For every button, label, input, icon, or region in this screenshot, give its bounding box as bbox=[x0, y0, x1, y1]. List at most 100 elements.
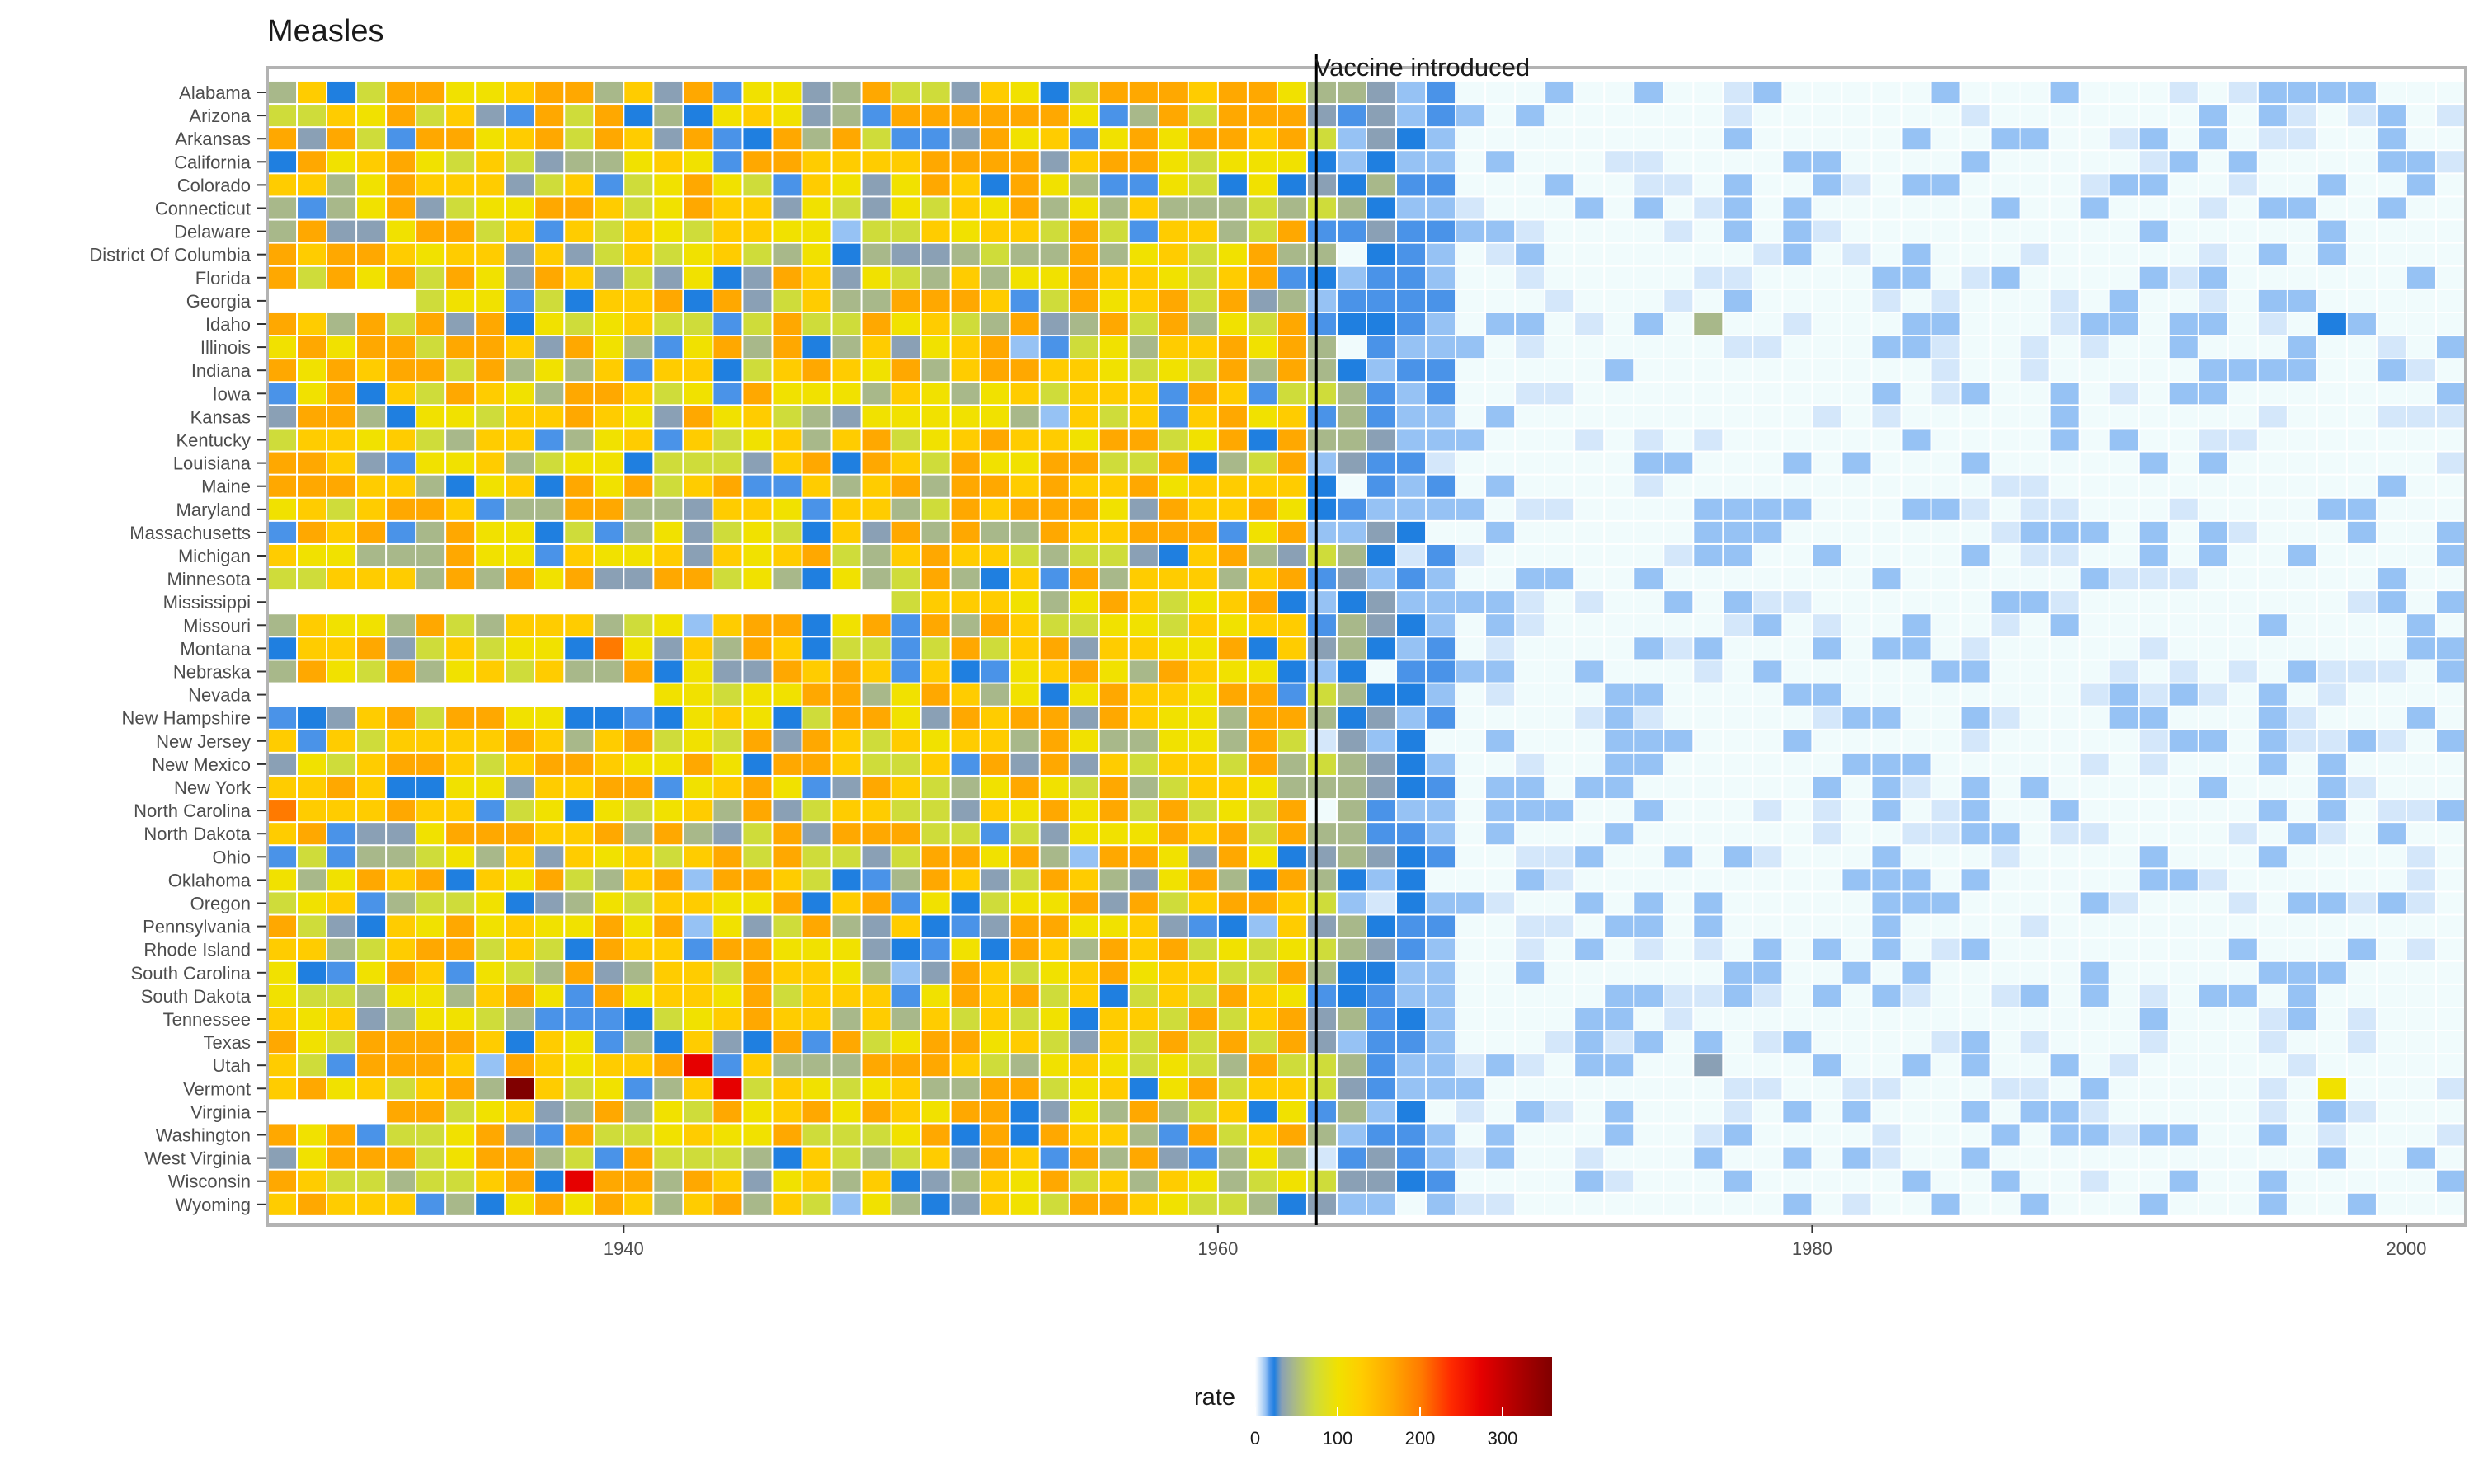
heatmap-cell bbox=[2020, 243, 2049, 265]
heatmap-cell bbox=[654, 660, 683, 683]
heatmap-cell bbox=[1902, 336, 1931, 359]
heatmap-cell bbox=[2258, 266, 2287, 289]
heatmap-cell bbox=[1010, 312, 1039, 336]
heatmap-cell bbox=[2050, 521, 2079, 543]
heatmap-cell bbox=[1248, 984, 1277, 1007]
heatmap-cell bbox=[862, 383, 891, 405]
heatmap-cell bbox=[1456, 1054, 1485, 1077]
heatmap-cell bbox=[1040, 128, 1069, 150]
heatmap-cell bbox=[1337, 1007, 1366, 1031]
heatmap-cell bbox=[1545, 800, 1574, 822]
heatmap-cell bbox=[773, 128, 802, 150]
heatmap-cell bbox=[2258, 961, 2287, 984]
heatmap-cell bbox=[1099, 429, 1128, 451]
heatmap-cell bbox=[1456, 1170, 1485, 1192]
heatmap-cell bbox=[565, 1054, 594, 1077]
heatmap-cell bbox=[1605, 846, 1634, 868]
heatmap-cell bbox=[535, 383, 564, 405]
heatmap-cell bbox=[832, 1124, 861, 1146]
heatmap-cell bbox=[1753, 243, 1782, 265]
heatmap-cell bbox=[1516, 289, 1545, 312]
heatmap-cell bbox=[684, 243, 713, 265]
heatmap-cell bbox=[1218, 1124, 1247, 1146]
heatmap-cell bbox=[2109, 591, 2138, 613]
heatmap-cell bbox=[1545, 938, 1574, 960]
heatmap-cell bbox=[951, 289, 980, 312]
heatmap-cell bbox=[1129, 660, 1158, 683]
heatmap-cell bbox=[1010, 81, 1039, 104]
heatmap-cell bbox=[268, 1007, 297, 1031]
heatmap-cell bbox=[2288, 637, 2316, 660]
heatmap-cell bbox=[713, 1054, 742, 1077]
heatmap-cell bbox=[1040, 81, 1069, 104]
heatmap-cell bbox=[1307, 961, 1336, 984]
state-label: Alabama bbox=[179, 82, 252, 103]
heatmap-cell bbox=[506, 151, 534, 173]
heatmap-cell bbox=[1575, 406, 1604, 428]
heatmap-cell bbox=[1099, 753, 1128, 775]
heatmap-cell bbox=[1872, 1031, 1901, 1054]
heatmap-cell bbox=[1842, 312, 1871, 336]
heatmap-cell bbox=[2080, 220, 2109, 242]
heatmap-cell bbox=[832, 1031, 861, 1054]
heatmap-cell bbox=[1337, 1193, 1366, 1215]
heatmap-cell bbox=[2347, 984, 2376, 1007]
heatmap-cell bbox=[1664, 475, 1693, 497]
heatmap-cell bbox=[981, 105, 1009, 127]
heatmap-cell bbox=[1931, 359, 1960, 382]
state-label: Nevada bbox=[188, 685, 252, 706]
heatmap-cell bbox=[1367, 869, 1396, 891]
heatmap-cell bbox=[2258, 1193, 2287, 1215]
heatmap-cell bbox=[2139, 128, 2168, 150]
heatmap-cell bbox=[2199, 892, 2227, 914]
heatmap-cell bbox=[387, 197, 416, 219]
heatmap-cell bbox=[2080, 637, 2109, 660]
heatmap-cell bbox=[1991, 961, 2020, 984]
heatmap-cell bbox=[654, 452, 683, 474]
heatmap-cell bbox=[2317, 289, 2346, 312]
heatmap-cell bbox=[268, 568, 297, 590]
heatmap-cell bbox=[802, 197, 831, 219]
heatmap-cell bbox=[1753, 197, 1782, 219]
heatmap-cell bbox=[1218, 1170, 1247, 1192]
heatmap-cell bbox=[1070, 568, 1098, 590]
heatmap-cell bbox=[1277, 637, 1306, 660]
heatmap-cell bbox=[1159, 220, 1188, 242]
heatmap-cell bbox=[268, 1193, 297, 1215]
heatmap-cell bbox=[891, 846, 920, 868]
heatmap-cell bbox=[1486, 938, 1515, 960]
heatmap-cell bbox=[1367, 243, 1396, 265]
heatmap-cell bbox=[1575, 846, 1604, 868]
heatmap-cell bbox=[1218, 312, 1247, 336]
heatmap-cell bbox=[535, 614, 564, 636]
heatmap-cell bbox=[654, 266, 683, 289]
heatmap-cell bbox=[1337, 452, 1366, 474]
heatmap-cell bbox=[2080, 683, 2109, 706]
heatmap-cell bbox=[2406, 312, 2435, 336]
heatmap-cell bbox=[2436, 1031, 2465, 1054]
heatmap-cell bbox=[357, 336, 386, 359]
heatmap-cell bbox=[1427, 707, 1456, 729]
heatmap-cell bbox=[1783, 568, 1812, 590]
heatmap-cell bbox=[1783, 961, 1812, 984]
heatmap-cell bbox=[535, 289, 564, 312]
heatmap-cell bbox=[2020, 81, 2049, 104]
heatmap-cell bbox=[1277, 660, 1306, 683]
heatmap-cell bbox=[1575, 614, 1604, 636]
heatmap-cell bbox=[1783, 707, 1812, 729]
heatmap-cell bbox=[1218, 105, 1247, 127]
heatmap-cell bbox=[2347, 1054, 2376, 1077]
heatmap-cell bbox=[1575, 359, 1604, 382]
heatmap-cell bbox=[1129, 707, 1158, 729]
heatmap-cell bbox=[1931, 707, 1960, 729]
heatmap-cell bbox=[1575, 1147, 1604, 1169]
heatmap-cell bbox=[773, 1054, 802, 1077]
heatmap-cell bbox=[1753, 498, 1782, 520]
heatmap-cell bbox=[1961, 984, 1990, 1007]
heatmap-cell bbox=[268, 776, 297, 799]
heatmap-cell bbox=[1248, 1101, 1277, 1123]
heatmap-cell bbox=[2228, 521, 2257, 543]
heatmap-cell bbox=[1129, 151, 1158, 173]
heatmap-cell bbox=[1040, 892, 1069, 914]
heatmap-cell bbox=[981, 707, 1009, 729]
